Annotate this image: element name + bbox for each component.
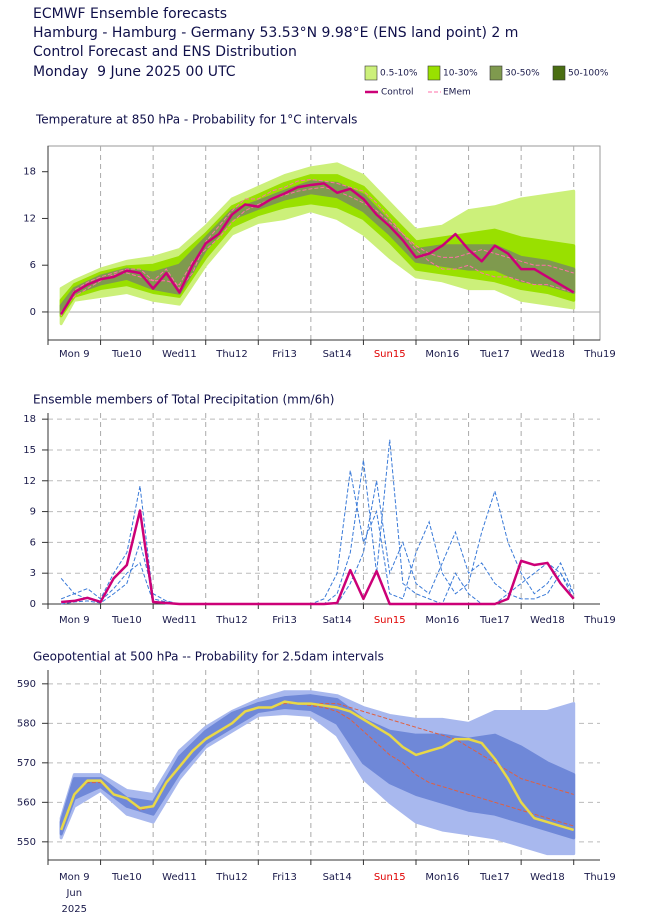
x-tick-label: Fri13 — [272, 349, 297, 360]
ensemble-member — [61, 480, 575, 605]
y-tick-label: 560 — [17, 797, 36, 808]
x-tick-label: Thu12 — [215, 349, 248, 360]
y-tick-label: 18 — [23, 414, 36, 425]
x-tick-label: Sun15 — [374, 615, 406, 626]
ensemble-member — [60, 470, 575, 605]
header-line: ECMWF Ensemble forecasts — [33, 6, 227, 22]
x-tick-label: Sat14 — [323, 872, 352, 883]
y-tick-label: 570 — [17, 758, 36, 769]
y-tick-label: 6 — [30, 537, 36, 548]
legend-swatch — [427, 65, 441, 81]
chart-title: Ensemble members of Total Precipitation … — [33, 393, 335, 407]
header-line: Hamburg - Hamburg - Germany 53.53°N 9.98… — [33, 25, 518, 41]
x-tick-label: Tue10 — [111, 872, 142, 883]
x-tick-label: Thu12 — [215, 615, 248, 626]
x-sublabel: Jun — [65, 888, 82, 899]
y-tick-label: 18 — [23, 167, 36, 178]
legend-label: 50-100% — [568, 69, 609, 79]
x-tick-label: Tue10 — [111, 615, 142, 626]
x-tick-label: Tue17 — [479, 349, 510, 360]
x-tick-label: Wed11 — [162, 615, 197, 626]
x-tick-label: Sat14 — [323, 615, 352, 626]
x-tick-label: Tue10 — [111, 349, 142, 360]
x-tick-label: Wed18 — [530, 615, 565, 626]
legend-label: Control — [381, 88, 414, 98]
y-tick-label: 550 — [17, 837, 36, 848]
x-tick-label: Fri13 — [272, 615, 297, 626]
x-tick-label: Wed18 — [530, 349, 565, 360]
y-tick-label: 0 — [30, 599, 36, 610]
y-tick-label: 9 — [30, 507, 36, 518]
x-tick-label: Sun15 — [374, 349, 406, 360]
y-tick-label: 6 — [30, 260, 36, 271]
legend-label: 30-50% — [505, 69, 540, 79]
legend-label: 10-30% — [443, 69, 478, 79]
x-sublabel: 2025 — [62, 904, 87, 915]
x-tick-label: Wed18 — [530, 872, 565, 883]
chart-title: Geopotential at 500 hPa -- Probability f… — [33, 650, 384, 664]
x-tick-label: Mon 9 — [59, 349, 90, 360]
y-tick-label: 0 — [30, 307, 36, 318]
legend-swatch — [552, 65, 566, 81]
x-tick-label: Fri13 — [272, 872, 297, 883]
legend-swatch — [364, 65, 378, 81]
legend-label: EMem — [443, 88, 471, 98]
x-tick-label: Thu12 — [215, 872, 248, 883]
x-tick-label: Mon16 — [425, 349, 459, 360]
y-tick-label: 590 — [17, 679, 36, 690]
y-tick-label: 12 — [23, 213, 36, 224]
control-line — [60, 182, 575, 315]
legend-swatch — [489, 65, 503, 81]
control-line — [61, 509, 575, 606]
x-tick-label: Mon16 — [425, 872, 459, 883]
ensemble-member — [60, 186, 574, 313]
x-tick-label: Tue17 — [479, 872, 510, 883]
ensemble-member — [60, 178, 574, 317]
y-tick-label: 580 — [17, 718, 36, 729]
x-tick-label: Mon 9 — [59, 615, 90, 626]
y-tick-label: 3 — [30, 568, 36, 579]
header-line: Monday 9 June 2025 00 UTC — [33, 64, 236, 80]
x-tick-label: Sat14 — [323, 349, 352, 360]
x-tick-label: Thu19 — [583, 615, 616, 626]
probability-band — [59, 174, 576, 318]
chart-title: Temperature at 850 hPa - Probability for… — [35, 113, 357, 127]
x-tick-label: Thu19 — [583, 349, 616, 360]
x-tick-label: Wed11 — [162, 349, 197, 360]
x-tick-label: Thu19 — [583, 872, 616, 883]
control-line — [59, 700, 575, 832]
probability-band — [59, 690, 576, 856]
x-tick-label: Mon16 — [425, 615, 459, 626]
y-tick-label: 12 — [23, 476, 36, 487]
legend-label: 0.5-10% — [380, 69, 418, 79]
header-line: Control Forecast and ENS Distribution — [33, 44, 297, 60]
x-tick-label: Tue17 — [479, 615, 510, 626]
probability-band — [59, 694, 576, 840]
x-tick-label: Wed11 — [162, 872, 197, 883]
y-tick-label: 15 — [23, 445, 36, 456]
x-tick-label: Sun15 — [374, 872, 406, 883]
x-tick-label: Mon 9 — [59, 872, 90, 883]
